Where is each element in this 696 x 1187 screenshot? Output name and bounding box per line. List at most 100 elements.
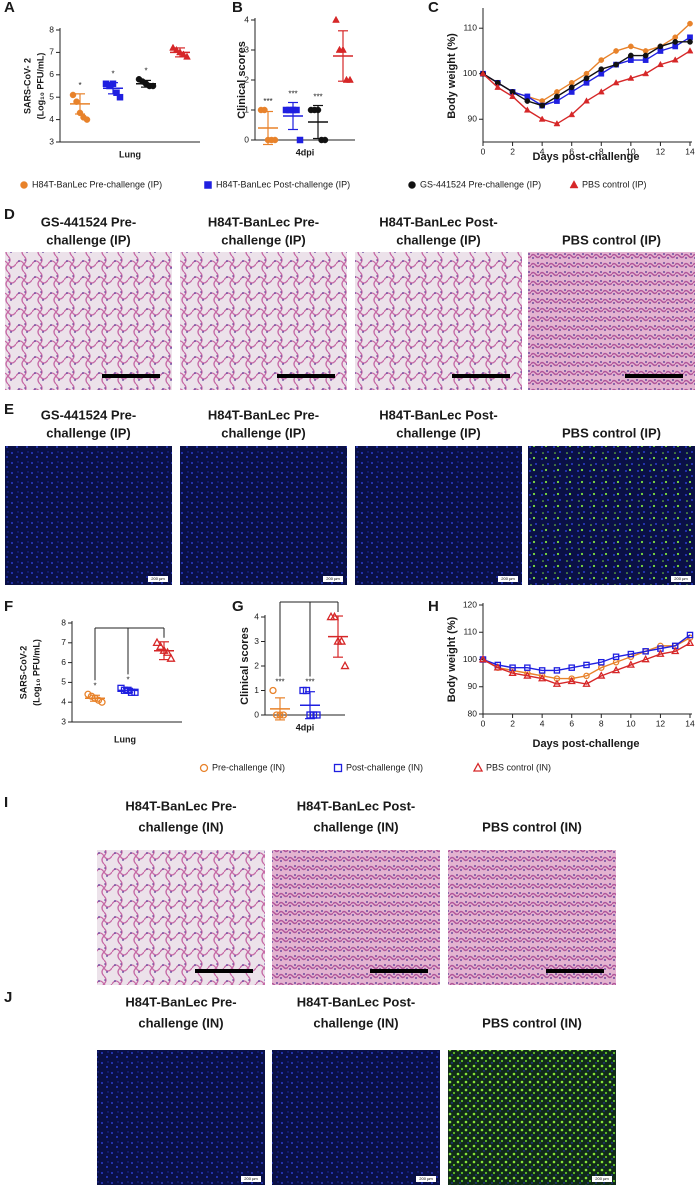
x-tick-label: 10 (626, 718, 636, 728)
data-point (321, 136, 329, 144)
y-tick-label: 110 (463, 627, 477, 637)
y-tick-label: 4 (254, 611, 259, 621)
data-point (641, 654, 650, 663)
data-point (494, 83, 502, 90)
data-point (583, 672, 590, 680)
image-title: H84T-BanLec Pre- (208, 407, 319, 422)
scale-bar (195, 969, 253, 973)
scale-label: 200 µm (244, 1176, 258, 1181)
data-point (642, 648, 649, 655)
data-point (346, 75, 354, 83)
legend-marker (408, 181, 416, 189)
data-point (598, 66, 605, 73)
significance: *** (305, 678, 314, 687)
data-point (271, 136, 279, 144)
panel-label: B (232, 0, 243, 16)
micrograph (5, 446, 172, 585)
y-axis-label: Clinical scores (236, 41, 248, 119)
data-point (552, 679, 562, 687)
panel-label: D (4, 206, 15, 223)
y-tick-label: 1 (244, 104, 249, 114)
x-tick-label: 8 (599, 718, 604, 728)
image-title: GS-441524 Pre- (41, 214, 136, 229)
y-tick-label: 100 (463, 68, 477, 78)
y-axis-label: SARS-CoV- 2 (22, 58, 32, 114)
scale-label: 200 µm (419, 1176, 433, 1181)
significance: * (126, 675, 129, 684)
micrograph (5, 252, 172, 390)
image-title: PBS control (IP) (562, 232, 661, 247)
data-point (656, 649, 665, 657)
x-tick-label: 2 (510, 718, 515, 728)
y-tick-label: 7 (61, 637, 66, 647)
data-point (538, 115, 546, 122)
legend-label: Pre-challenge (IN) (212, 762, 285, 772)
y-tick-label: 4 (244, 14, 249, 24)
scale-bar (452, 374, 510, 378)
y-tick-label: 100 (463, 654, 477, 664)
legend-marker (199, 763, 209, 773)
micrograph (448, 1050, 616, 1185)
scale-box (323, 576, 343, 582)
scale-label: 200 µm (674, 576, 688, 581)
legend-marker (20, 181, 28, 189)
x-tick-label: 0 (481, 146, 486, 156)
scale-box (498, 576, 518, 582)
scale-box (416, 1176, 436, 1182)
scale-bar (102, 374, 160, 378)
significance: *** (288, 90, 297, 99)
panel-label: G (232, 598, 244, 615)
data-point (628, 52, 634, 59)
x-axis-label: Days post-challenge (533, 738, 640, 750)
scale-label: 200 µm (595, 1176, 609, 1181)
x-tick-label: 12 (656, 718, 666, 728)
data-point (686, 631, 694, 639)
panel-label: C (428, 0, 439, 16)
y-axis-label: Body weight (%) (446, 616, 458, 702)
panel-label: E (4, 401, 14, 418)
y-tick-label: 4 (49, 114, 54, 124)
micrograph (97, 850, 265, 985)
data-point (155, 641, 166, 650)
data-point (523, 106, 531, 113)
panel-label: I (4, 794, 8, 811)
y-tick-label: 2 (244, 74, 249, 84)
legend-label: GS-441524 Pre-challenge (IP) (420, 179, 541, 189)
scale-label: 200 µm (326, 576, 340, 581)
data-point (152, 637, 162, 646)
scale-box (671, 576, 691, 582)
data-point (553, 667, 561, 674)
data-point (597, 671, 606, 679)
data-point (479, 69, 487, 77)
data-point (597, 88, 605, 95)
legend-marker (569, 180, 579, 189)
image-title: challenge (IN) (313, 1015, 398, 1030)
image-title: challenge (IN) (138, 1015, 223, 1030)
y-tick-label: 2 (254, 660, 259, 670)
x-tick-label: 14 (685, 718, 695, 728)
micrograph (355, 446, 522, 585)
x-tick-label: 0 (481, 718, 486, 728)
data-point (524, 98, 531, 104)
y-tick-label: 3 (49, 136, 54, 146)
scale-label: 200 µm (151, 576, 165, 581)
data-point (687, 39, 693, 45)
x-axis-label: Days post-challenge (533, 151, 640, 163)
micrograph (528, 252, 695, 390)
image-title: challenge (IP) (221, 232, 306, 247)
y-axis-label: (Log₁₀ PFU/mL) (35, 53, 45, 120)
data-point (568, 84, 575, 91)
significance: * (78, 81, 81, 90)
x-tick-label: 12 (656, 146, 666, 156)
micrograph (448, 850, 616, 985)
scale-bar (370, 969, 428, 973)
data-point (116, 93, 124, 101)
significance: *** (275, 678, 284, 687)
data-point (336, 636, 347, 645)
image-title: challenge (IP) (396, 425, 481, 440)
legend-label: Post-challenge (IN) (346, 762, 423, 772)
data-point (628, 43, 634, 50)
data-point (554, 93, 560, 100)
scale-box (148, 576, 168, 582)
significance: *** (313, 93, 322, 102)
